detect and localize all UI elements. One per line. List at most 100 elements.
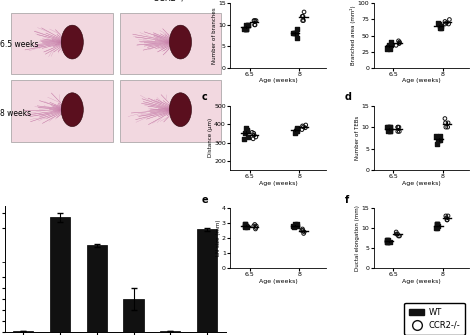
Point xyxy=(394,129,401,134)
Point xyxy=(252,134,260,140)
Bar xyxy=(11,80,113,142)
Point xyxy=(250,131,257,136)
Point xyxy=(293,126,301,131)
Y-axis label: Number of branches: Number of branches xyxy=(212,7,217,64)
Point xyxy=(442,120,449,126)
Point xyxy=(383,237,391,243)
Point xyxy=(244,225,251,230)
Bar xyxy=(160,331,181,332)
Point xyxy=(300,231,308,236)
Text: d: d xyxy=(345,92,352,103)
Point xyxy=(392,43,400,48)
Point xyxy=(253,223,260,228)
Ellipse shape xyxy=(61,93,83,127)
Point xyxy=(299,228,307,233)
Point xyxy=(299,14,307,19)
Point xyxy=(441,19,449,24)
Point xyxy=(244,22,252,27)
Point xyxy=(251,22,258,27)
Point xyxy=(251,22,259,27)
Point xyxy=(444,213,452,218)
Point xyxy=(443,20,450,25)
Text: WT: WT xyxy=(55,0,69,2)
Point xyxy=(242,22,250,27)
Point xyxy=(249,136,257,141)
Point xyxy=(433,221,441,226)
Point xyxy=(383,239,391,245)
Point xyxy=(437,25,444,30)
Point xyxy=(437,133,444,138)
Point xyxy=(436,23,443,28)
Point xyxy=(395,233,402,239)
Point xyxy=(300,18,307,23)
Point xyxy=(250,223,257,228)
Text: 8 weeks: 8 weeks xyxy=(0,110,31,119)
Point xyxy=(300,9,308,15)
Point xyxy=(437,23,444,28)
Point xyxy=(292,31,300,36)
Point xyxy=(445,21,452,27)
X-axis label: Age (weeks): Age (weeks) xyxy=(402,78,441,83)
Point xyxy=(292,131,299,136)
Point xyxy=(293,26,301,32)
Point xyxy=(384,237,392,243)
Point xyxy=(383,237,391,243)
Point xyxy=(384,239,392,245)
Point xyxy=(395,38,402,44)
Y-axis label: Distance (μm): Distance (μm) xyxy=(208,118,213,157)
Point xyxy=(240,136,248,141)
Point xyxy=(386,125,394,130)
Point xyxy=(291,223,299,228)
Point xyxy=(242,223,250,228)
X-axis label: Age (weeks): Age (weeks) xyxy=(402,181,441,186)
Point xyxy=(289,31,297,36)
Point xyxy=(292,128,300,133)
Bar xyxy=(50,217,70,332)
Point xyxy=(433,133,440,138)
Point xyxy=(251,18,258,23)
Point xyxy=(290,223,297,228)
Ellipse shape xyxy=(61,25,83,59)
Point xyxy=(299,123,306,129)
Point xyxy=(242,26,250,32)
Point xyxy=(433,221,441,226)
X-axis label: Age (weeks): Age (weeks) xyxy=(258,78,297,83)
Point xyxy=(435,21,443,27)
Point xyxy=(395,41,403,46)
Point xyxy=(299,14,306,19)
Point xyxy=(291,31,299,36)
Point xyxy=(392,229,400,234)
Point xyxy=(442,213,450,218)
Point xyxy=(394,125,401,130)
Point xyxy=(293,125,301,130)
Point xyxy=(244,22,252,27)
Point xyxy=(395,41,403,46)
Point xyxy=(386,129,393,134)
X-axis label: Age (weeks): Age (weeks) xyxy=(258,181,297,186)
Point xyxy=(300,124,307,130)
Point xyxy=(244,134,252,140)
Point xyxy=(251,222,258,227)
Point xyxy=(386,129,394,134)
Bar xyxy=(11,13,113,74)
Point xyxy=(250,18,258,23)
Point xyxy=(240,26,247,32)
Ellipse shape xyxy=(169,93,191,127)
Point xyxy=(293,127,301,132)
Point xyxy=(252,226,259,231)
Point xyxy=(298,127,306,132)
Point xyxy=(385,125,392,130)
Point xyxy=(242,26,249,32)
Point xyxy=(299,18,306,23)
Point xyxy=(433,225,440,230)
Point xyxy=(248,130,256,135)
Point xyxy=(293,222,301,227)
Point xyxy=(446,17,453,22)
Point xyxy=(443,217,451,222)
Point xyxy=(252,18,260,23)
Point xyxy=(441,21,449,27)
Ellipse shape xyxy=(169,25,191,59)
Point xyxy=(290,225,298,230)
Y-axis label: Ductal elongation (mm): Ductal elongation (mm) xyxy=(356,205,360,271)
X-axis label: Age (weeks): Age (weeks) xyxy=(258,279,297,284)
